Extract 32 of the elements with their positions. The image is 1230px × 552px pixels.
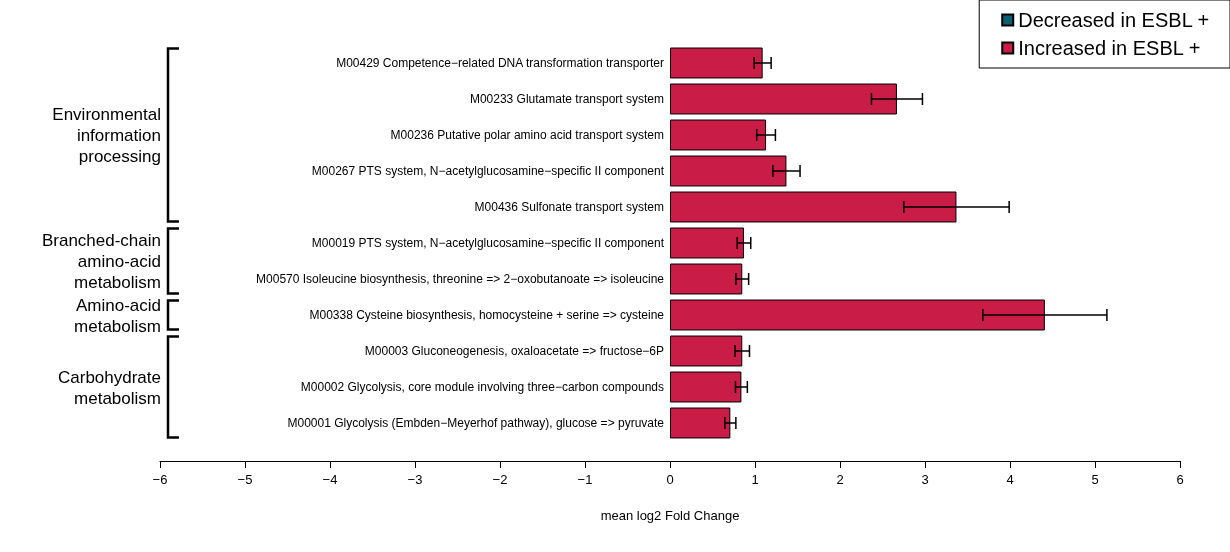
x-tick-label: −3 [407,472,423,487]
x-tick-label: 2 [836,472,844,487]
x-tick-label: 5 [1091,472,1099,487]
y-tick-label: M00019 PTS system, N−acetylglucosamine−specific II component [311,236,665,250]
y-tick-label: M00233 Glutamate transport system [469,92,664,106]
annotation: Carbohydrate metabolism [57,367,161,408]
y-tick-label: M00570 Isoleucine biosynthesis, threonine => 2−oxobutanoate => isoleucine [256,272,665,286]
legend-label: Increased in ESBL + [1018,37,1201,59]
y-tick-label: M00236 Putative polar amino acid transport system [390,128,664,142]
bar [670,407,731,439]
legend-label: Decreased in ESBL + [1018,9,1210,31]
x-tick-label: −1 [577,472,593,487]
x-axis-title: mean log2 Fold Change [600,508,740,523]
y-tick-label: M00429 Competence−related DNA transformation transporter [336,56,664,70]
y-tick-label: M00267 PTS system, N−acetylglucosamine−specific II component [311,164,665,178]
x-tick-label: 6 [1176,472,1184,487]
annotation: Amino-acid metabolism [74,295,161,336]
x-tick-label: −4 [322,472,338,487]
y-tick-label: M00338 Cysteine biosynthesis, homocysteine + serine => cysteine [309,308,665,322]
y-tick-label: M00003 Gluconeogenesis, oxaloacetate => fructose−6P [364,344,664,358]
x-tick-label: 1 [751,472,759,487]
y-tick-label: M00436 Sulfonate transport system [474,200,664,214]
annotation: Branched-chain amino-acid metabolism [41,231,161,292]
annotation: Environmental information processing [52,105,161,166]
y-tick-label: M00002 Glycolysis, core module involving three−carbon compounds [300,380,664,394]
x-tick-label: −5 [237,472,253,487]
x-tick-label: 0 [666,472,674,487]
x-tick-label: 3 [921,472,929,487]
y-tick-label: M00001 Glycolysis (Embden−Meyerhof pathway), glucose => pyruvate [287,416,665,430]
x-tick-label: −6 [152,472,168,487]
x-tick-label: 4 [1006,472,1014,487]
x-tick-label: −2 [492,472,508,487]
